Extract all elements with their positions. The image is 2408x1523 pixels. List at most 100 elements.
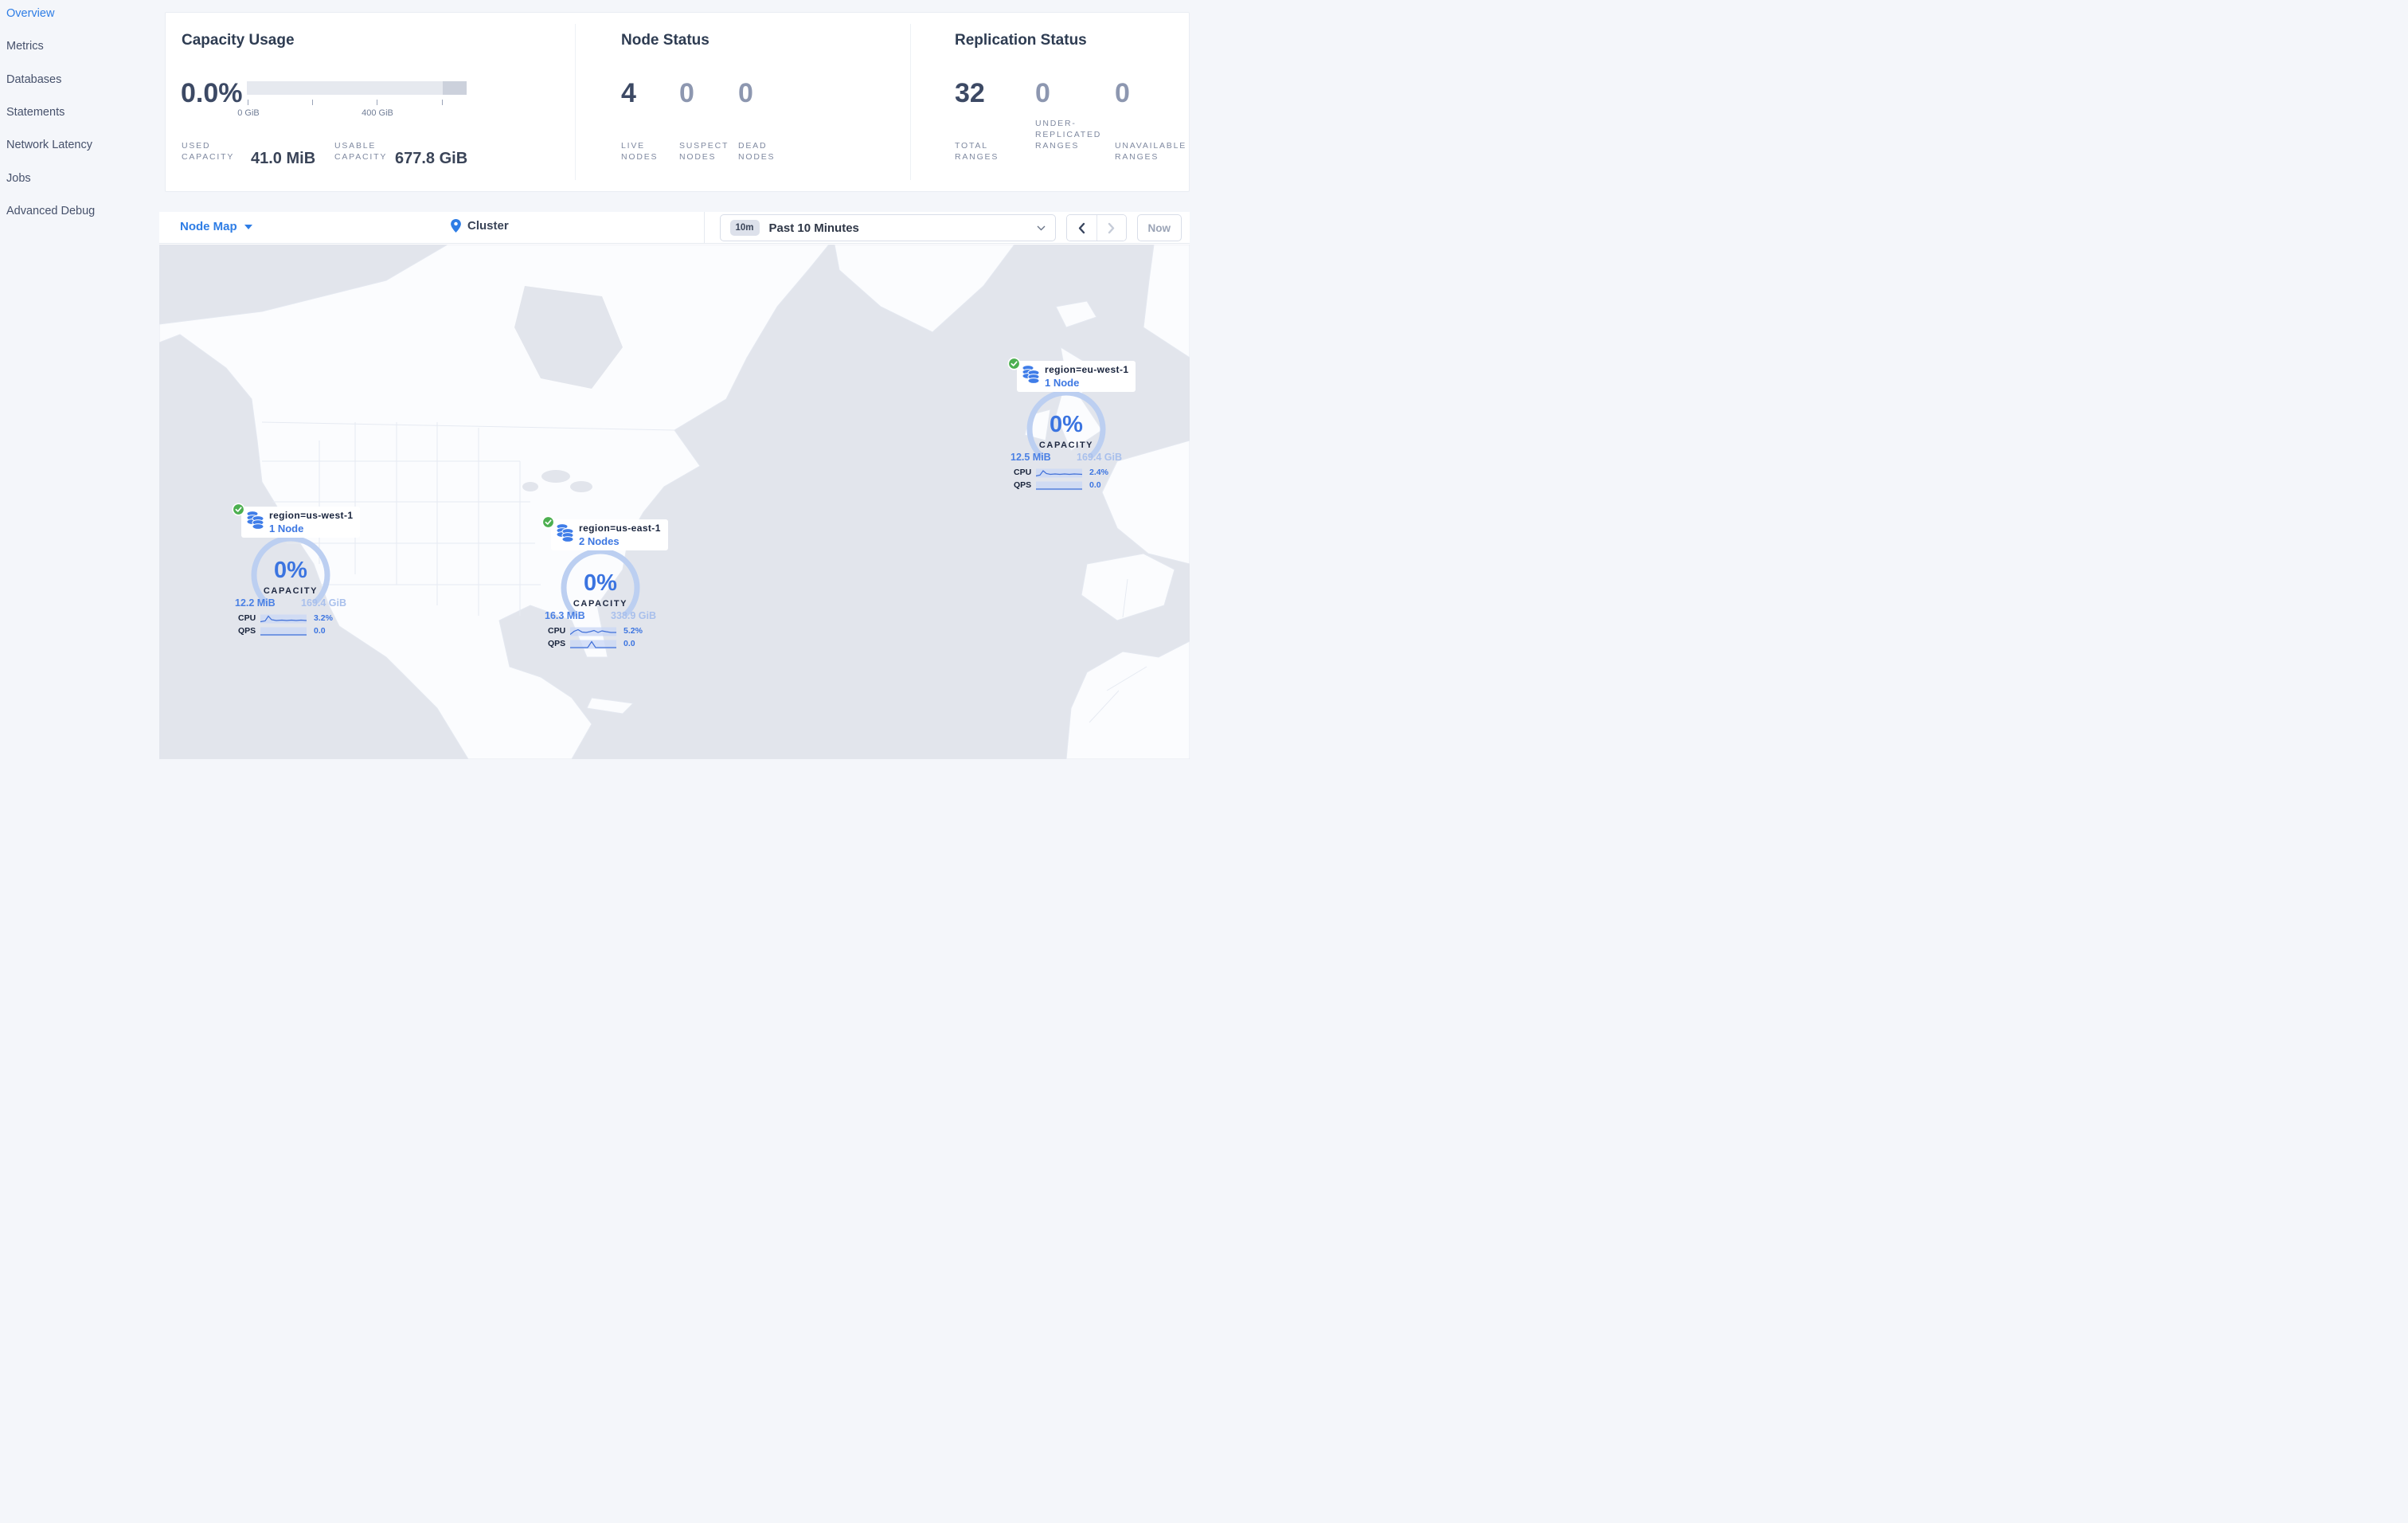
page-bottom-gap [159,1521,1204,1523]
used-capacity-label: USED CAPACITY [182,141,235,162]
node-status-section: Node Status 4 LIVE NODES 0 SUSPECT NODES… [575,13,910,191]
dead-nodes-count: 0 [738,78,753,108]
capacity-gauge-arc [251,535,330,604]
database-stack-icon [556,523,574,542]
capacity-usage-section: Capacity Usage 0.0% 0 GiB 400 GiB USED C… [166,13,575,191]
capacity-gauge-arc [561,548,640,617]
breadcrumb[interactable]: Cluster [451,219,509,233]
time-range-badge: 10m [729,220,760,236]
capacity-axis-tick [312,100,313,105]
cpu-sparkline [1036,468,1082,477]
sidebar-item-databases[interactable]: Databases [6,73,62,86]
qps-sparkline [1036,481,1082,490]
capacity-usage-title: Capacity Usage [182,32,295,49]
toolbar-divider [704,212,705,244]
cpu-value: 3.2% [314,613,333,623]
region-usable-capacity: 169.4 GiB [1077,452,1122,463]
region-marker-eu-west-1[interactable]: region=eu-west-1 1 Node 0% CAPACITY 12.5… [1007,357,1136,493]
healthy-check-icon [232,503,245,516]
capacity-gauge-percent: 0% [584,570,617,596]
region-usable-capacity: 338.9 GiB [611,610,656,621]
chevron-down-icon [244,224,252,229]
sidebar-item-statements[interactable]: Statements [6,106,65,119]
region-used-capacity: 16.3 MiB [545,610,585,621]
suspect-nodes-count: 0 [679,78,694,108]
cpu-value: 2.4% [1089,468,1108,477]
qps-label: QPS [238,626,256,636]
view-mode-dropdown[interactable]: Node Map [180,220,252,233]
database-stack-icon [1022,365,1040,384]
time-window-pager [1065,214,1127,241]
region-header: region=eu-west-1 1 Node [1017,361,1136,392]
sidebar-item-overview[interactable]: Overview [6,7,55,20]
capacity-gauge-arc [1026,390,1106,458]
capacity-axis-label-400: 400 GiB [362,108,393,118]
world-map[interactable]: region=us-west-1 1 Node 0% CAPACITY 12.2… [159,245,1190,759]
live-nodes-count: 4 [621,78,636,108]
cpu-label: CPU [1014,468,1032,477]
live-nodes-label: LIVE NODES [621,141,659,162]
under-replicated-ranges-count: 0 [1035,78,1050,108]
region-name: region=us-west-1 [269,510,354,521]
replication-status-title: Replication Status [955,32,1087,49]
region-name: region=eu-west-1 [1045,364,1129,375]
sidebar-item-advanced-debug[interactable]: Advanced Debug [6,205,96,217]
cpu-value: 5.2% [624,626,643,636]
capacity-bar-usable-segment [247,81,444,95]
unavailable-ranges-label: UNAVAILABLE RANGES [1115,141,1187,162]
capacity-axis-label-0: 0 GiB [237,108,260,118]
region-node-count-link[interactable]: 1 Node [269,523,304,534]
capacity-gauge-label: CAPACITY [263,586,319,596]
cluster-summary-card: Capacity Usage 0.0% 0 GiB 400 GiB USED C… [165,12,1190,192]
qps-label: QPS [1014,480,1032,490]
node-status-title: Node Status [621,32,710,49]
map-geometry [159,245,1190,759]
node-map-panel: Node Map Cluster 10m Past 10 Minutes [159,212,1190,759]
qps-label: QPS [548,639,566,648]
qps-value: 0.0 [1089,480,1101,490]
chevron-right-icon [1108,222,1115,233]
view-mode-label: Node Map [180,220,237,233]
chevron-left-icon [1078,222,1085,233]
capacity-axis-tick [442,100,443,105]
now-button[interactable]: Now [1136,214,1182,241]
chevron-down-icon [1037,225,1045,230]
capacity-bar-reserved-segment [443,81,467,95]
capacity-gauge-percent: 0% [274,558,307,583]
cpu-label: CPU [238,613,256,623]
healthy-check-icon [1007,357,1021,370]
sidebar-item-network-latency[interactable]: Network Latency [6,139,92,151]
time-range-dropdown[interactable]: 10m Past 10 Minutes [719,214,1056,241]
sidebar-item-metrics[interactable]: Metrics [6,40,44,53]
capacity-gauge-percent: 0% [1050,412,1083,437]
region-name: region=us-east-1 [579,523,661,534]
under-replicated-ranges-label: UNDER- REPLICATED RANGES [1035,119,1102,151]
section-divider [575,24,576,180]
region-used-capacity: 12.5 MiB [1010,452,1051,463]
region-node-count-link[interactable]: 1 Node [1045,377,1080,389]
usable-capacity-value: 677.8 GiB [395,150,468,167]
healthy-check-icon [541,515,555,529]
replication-status-section: Replication Status 32 TOTAL RANGES 0 UND… [910,13,1190,191]
capacity-bar [247,81,467,95]
usable-capacity-label: USABLE CAPACITY [334,141,388,162]
region-marker-us-east-1[interactable]: region=us-east-1 2 Nodes 0% CAPACITY 16.… [541,515,668,652]
region-usable-capacity: 169.4 GiB [301,597,346,609]
region-header: region=us-east-1 2 Nodes [551,519,668,550]
region-marker-us-west-1[interactable]: region=us-west-1 1 Node 0% CAPACITY 12.2… [232,503,361,639]
time-range-label: Past 10 Minutes [768,221,859,235]
capacity-percent: 0.0% [181,78,243,108]
database-stack-icon [246,511,264,530]
sidebar-item-jobs[interactable]: Jobs [6,172,31,185]
map-pin-icon [451,219,461,233]
region-node-count-link[interactable]: 2 Nodes [579,535,620,547]
previous-time-window-button[interactable] [1066,215,1096,241]
cpu-sparkline [260,614,307,623]
next-time-window-button[interactable] [1096,215,1126,241]
total-ranges-label: TOTAL RANGES [955,141,999,162]
unavailable-ranges-count: 0 [1115,78,1130,108]
section-divider [910,24,911,180]
qps-value: 0.0 [314,626,326,636]
sidebar: Overview Metrics Databases Statements Ne… [0,0,159,1523]
map-toolbar: Node Map Cluster 10m Past 10 Minutes [159,212,1190,244]
